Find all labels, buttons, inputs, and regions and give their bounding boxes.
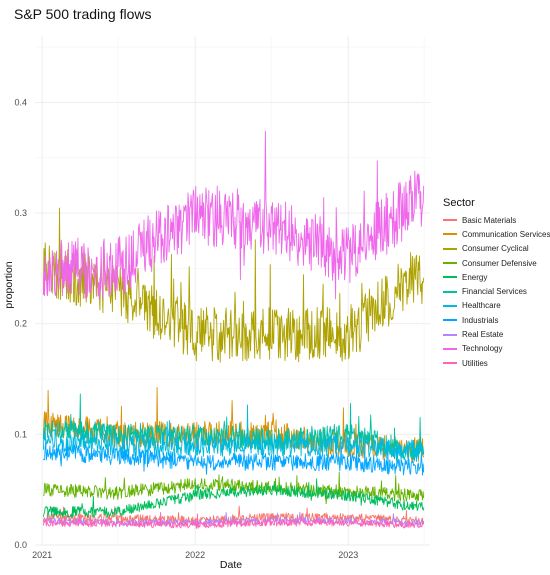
legend-label: Industrials xyxy=(462,315,499,325)
legend-item: Technology xyxy=(443,342,550,356)
legend-key xyxy=(443,319,457,322)
legend-item: Industrials xyxy=(443,313,550,327)
y-tick-label: 0.1 xyxy=(14,429,27,439)
x-tick-label: 2023 xyxy=(338,550,358,560)
legend-label: Real Estate xyxy=(462,330,504,340)
x-axis-label: Date xyxy=(220,559,242,571)
legend-key xyxy=(443,262,457,265)
legend-items: Basic Materials Communication Services Con… xyxy=(443,213,550,370)
legend-key xyxy=(443,347,457,350)
series-lines xyxy=(42,130,425,529)
y-tick-label: 0.4 xyxy=(14,97,27,107)
series-line-consumer-defensive xyxy=(43,471,425,505)
tick-labels: 0.0 0.1 0.2 0.3 0.4 2021 2022 2023 xyxy=(14,97,358,560)
legend-item: Communication Services xyxy=(443,227,550,241)
y-tick-label: 0.2 xyxy=(14,319,27,329)
legend-label: Basic Materials xyxy=(462,215,517,225)
x-tick-label: 2021 xyxy=(32,550,52,560)
series-line-utilities xyxy=(42,512,425,529)
legend-key xyxy=(443,219,457,222)
chart-title: S&P 500 trading flows xyxy=(14,6,152,22)
legend-key xyxy=(443,304,457,307)
legend-label: Technology xyxy=(462,344,503,354)
legend-item: Healthcare xyxy=(443,299,550,313)
legend-item: Financial Services xyxy=(443,284,550,298)
series-line-industrials xyxy=(43,437,425,476)
legend-label: Consumer Cyclical xyxy=(462,244,529,254)
legend-key xyxy=(443,362,457,365)
legend-item: Consumer Cyclical xyxy=(443,242,550,256)
series-line-financial-services xyxy=(42,393,425,461)
grid-lines xyxy=(35,36,430,546)
legend-item: Utilities xyxy=(443,356,550,370)
y-tick-label: 0.3 xyxy=(14,208,27,218)
legend-key xyxy=(443,276,457,279)
legend-label: Financial Services xyxy=(462,287,527,297)
legend-key xyxy=(443,333,457,336)
legend-label: Energy xyxy=(462,272,488,282)
y-axis-label: proportion xyxy=(3,261,15,308)
legend-key xyxy=(443,290,457,293)
legend-item: Real Estate xyxy=(443,327,550,341)
legend-label: Communication Services xyxy=(462,229,550,239)
legend-key xyxy=(443,247,457,250)
series-line-energy xyxy=(42,478,425,518)
series-line-consumer-cyclical xyxy=(42,207,425,363)
legend-item: Consumer Defensive xyxy=(443,256,550,270)
legend-key xyxy=(443,233,457,236)
series-line-healthcare xyxy=(42,404,425,462)
legend-item: Energy xyxy=(443,270,550,284)
legend-title: Sector xyxy=(443,197,475,209)
y-tick-label: 0.0 xyxy=(14,540,27,550)
legend-label: Utilities xyxy=(462,358,488,368)
series-line-communication-services xyxy=(42,386,425,464)
series-line-technology xyxy=(42,130,425,300)
legend-label: Healthcare xyxy=(462,301,501,311)
legend-item: Basic Materials xyxy=(443,213,550,227)
series-line-real-estate xyxy=(43,511,425,528)
legend: Sector Basic Materials Communication Serv… xyxy=(443,197,550,370)
x-tick-label: 2022 xyxy=(185,550,205,560)
legend-label: Consumer Defensive xyxy=(462,258,537,268)
line-chart: 0.0 0.1 0.2 0.3 0.4 2021 2022 2023 Date proport… xyxy=(3,36,430,571)
